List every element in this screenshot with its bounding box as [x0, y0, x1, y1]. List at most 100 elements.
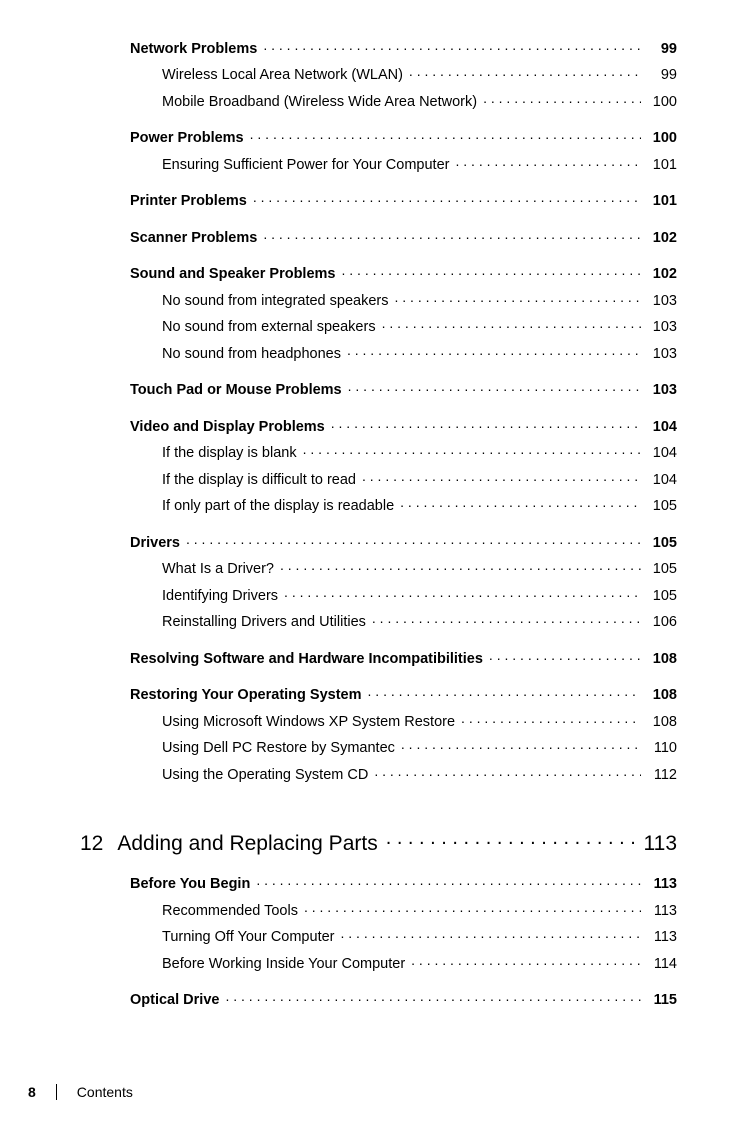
leader-dots — [411, 953, 641, 968]
leader-dots — [461, 711, 641, 726]
leader-dots — [256, 874, 641, 889]
toc-entry-page: 105 — [647, 588, 677, 604]
footer-page-number: 8 — [28, 1084, 36, 1100]
leader-dots — [401, 738, 641, 753]
toc-entry-page: 99 — [647, 41, 677, 57]
leader-dots — [331, 416, 641, 431]
toc-section-row: Scanner Problems 102 — [130, 227, 677, 246]
toc-sub-row: Ensuring Sufficient Power for Your Compu… — [130, 154, 677, 173]
toc-sub-row: No sound from integrated speakers103 — [130, 290, 677, 309]
leader-dots — [395, 290, 642, 305]
footer-divider — [56, 1084, 57, 1100]
leader-dots — [341, 927, 642, 942]
toc-section-row: Video and Display Problems104 — [130, 416, 677, 435]
toc-entry-page: 101 — [647, 157, 677, 173]
toc-sub-row: Using the Operating System CD 112 — [130, 764, 677, 783]
leader-dots — [372, 612, 641, 627]
page: Network Problems 99 Wireless Local Area Ne… — [0, 0, 737, 1142]
toc-entry-label: Resolving Software and Hardware Incompat… — [130, 651, 483, 667]
toc-entry-label: No sound from integrated speakers — [162, 293, 389, 309]
toc-entry-page: 105 — [647, 535, 677, 551]
leader-dots — [263, 38, 641, 53]
toc-sub-row: Turning Off Your Computer113 — [130, 927, 677, 946]
chapter-leader — [386, 829, 636, 850]
leader-dots — [263, 227, 641, 242]
toc-entry-page: 108 — [647, 687, 677, 703]
toc-section-row: Drivers105 — [130, 532, 677, 551]
toc-entry-label: Identifying Drivers — [162, 588, 278, 604]
toc-sub-row: Using Microsoft Windows XP System Restor… — [130, 711, 677, 730]
toc-entry-label: Video and Display Problems — [130, 419, 325, 435]
toc-entry-page: 115 — [647, 992, 677, 1008]
chapter-row: 12 Adding and Replacing Parts 113 — [80, 829, 677, 856]
toc-entry-page: 102 — [647, 266, 677, 282]
leader-dots — [409, 65, 641, 80]
toc-sub-row: Recommended Tools113 — [130, 900, 677, 919]
toc-sub-row: Before Working Inside Your Computer114 — [130, 953, 677, 972]
chapter-title: Adding and Replacing Parts — [117, 832, 377, 856]
toc-section-row: Printer Problems101 — [130, 191, 677, 210]
toc-sub-row: Using Dell PC Restore by Symantec110 — [130, 738, 677, 757]
toc-entry-page: 100 — [647, 130, 677, 146]
toc-entry-label: Scanner Problems — [130, 230, 257, 246]
toc-entry-label: Power Problems — [130, 130, 244, 146]
leader-dots — [250, 128, 641, 143]
leader-dots — [400, 496, 641, 511]
toc-sub-row: Reinstalling Drivers and Utilities106 — [130, 612, 677, 631]
toc-entry-page: 106 — [647, 614, 677, 630]
chapter-number: 12 — [80, 832, 103, 856]
toc-entry-label: What Is a Driver? — [162, 561, 274, 577]
leader-dots — [303, 443, 641, 458]
toc-entry-page: 105 — [647, 498, 677, 514]
page-footer: 8 Contents — [28, 1084, 133, 1100]
toc-entry-page: 100 — [647, 94, 677, 110]
leader-dots — [374, 764, 641, 779]
toc-entry-page: 104 — [647, 445, 677, 461]
toc-entry-page: 112 — [647, 767, 677, 783]
leader-dots — [253, 191, 641, 206]
toc-list-2: Before You Begin113Recommended Tools113T… — [130, 874, 677, 1009]
toc-sub-row: What Is a Driver?105 — [130, 559, 677, 578]
toc-entry-label: Mobile Broadband (Wireless Wide Area Net… — [162, 94, 477, 110]
toc-entry-label: Using Dell PC Restore by Symantec — [162, 740, 395, 756]
toc-section-row: Restoring Your Operating System108 — [130, 685, 677, 704]
toc-entry-page: 101 — [647, 193, 677, 209]
toc-entry-label: Wireless Local Area Network (WLAN) — [162, 67, 403, 83]
chapter-page: 113 — [644, 832, 677, 856]
toc-entry-label: Using Microsoft Windows XP System Restor… — [162, 714, 455, 730]
toc-section-row: Power Problems 100 — [130, 128, 677, 147]
toc-entry-label: Touch Pad or Mouse Problems — [130, 382, 342, 398]
footer-section-label: Contents — [77, 1084, 133, 1100]
toc-entry-label: Sound and Speaker Problems — [130, 266, 335, 282]
toc-entry-label: Ensuring Sufficient Power for Your Compu… — [162, 157, 449, 173]
toc-sub-row: If the display is blank 104 — [130, 443, 677, 462]
toc-entry-label: If the display is blank — [162, 445, 297, 461]
toc-entry-label: Optical Drive — [130, 992, 219, 1008]
toc-entry-label: Network Problems — [130, 41, 257, 57]
leader-dots — [455, 154, 641, 169]
toc-entry-page: 103 — [647, 319, 677, 335]
toc-sub-row: If only part of the display is readable 1… — [130, 496, 677, 515]
toc-sub-row: No sound from external speakers103 — [130, 317, 677, 336]
toc-section-row: Sound and Speaker Problems 102 — [130, 264, 677, 283]
toc-sub-row: Mobile Broadband (Wireless Wide Area Net… — [130, 91, 677, 110]
toc-entry-page: 102 — [647, 230, 677, 246]
leader-dots — [362, 469, 641, 484]
toc-sub-row: If the display is difficult to read104 — [130, 469, 677, 488]
leader-dots — [186, 532, 641, 547]
toc-entry-page: 104 — [647, 472, 677, 488]
toc-section-row: Resolving Software and Hardware Incompat… — [130, 648, 677, 667]
toc-entry-label: If only part of the display is readable — [162, 498, 394, 514]
toc-sub-row: Wireless Local Area Network (WLAN)99 — [130, 65, 677, 84]
leader-dots — [483, 91, 641, 106]
leader-dots — [347, 343, 641, 358]
toc-sub-row: No sound from headphones103 — [130, 343, 677, 362]
leader-dots — [382, 317, 641, 332]
toc-entry-page: 103 — [647, 346, 677, 362]
toc-entry-page: 103 — [647, 382, 677, 398]
toc-entry-label: Using the Operating System CD — [162, 767, 368, 783]
toc-entry-page: 113 — [647, 929, 677, 945]
toc-list: Network Problems 99 Wireless Local Area Ne… — [130, 38, 677, 783]
toc-entry-page: 113 — [647, 876, 677, 892]
toc-entry-page: 114 — [647, 956, 677, 972]
